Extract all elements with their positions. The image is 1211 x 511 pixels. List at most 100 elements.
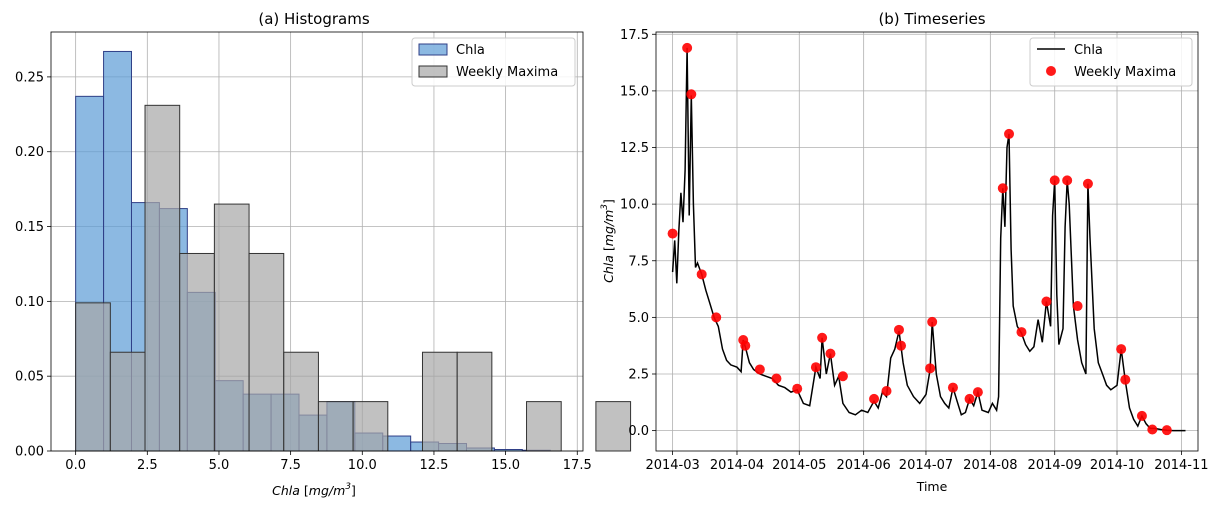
timeseries-x-axis-label: Time <box>916 479 948 494</box>
histogram-x-tick-label: 0.0 <box>65 458 86 473</box>
timeseries-legend-box <box>1029 37 1193 87</box>
timeseries-legend: Chla Weekly Maxima <box>1029 37 1193 87</box>
histogram-bar-weekly-maxima <box>595 401 632 452</box>
histogram-weekly-maxima-bars <box>75 104 632 452</box>
weekly-maxima-point <box>740 340 751 351</box>
histogram-x-ticks: 0.0 2.5 5.0 7.5 10.0 12.5 15.0 17.5 <box>65 451 592 473</box>
legend-weekly-maxima-dot <box>1046 66 1056 76</box>
histogram-panel: (a) Histograms 0.0 2.5 5.0 7.5 10.0 12.5 15.0 1… <box>15 10 632 498</box>
histogram-x-tick-label: 17.5 <box>563 458 592 473</box>
timeseries-title: (b) Timeseries <box>878 10 985 28</box>
weekly-maxima-point <box>837 371 848 382</box>
histogram-bar-weekly-maxima <box>526 401 562 452</box>
histogram-y-tick-label: 0.10 <box>15 295 44 310</box>
histogram-x-tick-label: 12.5 <box>419 458 448 473</box>
histogram-bar-weekly-maxima <box>283 351 319 452</box>
histogram-x-tick-label: 7.5 <box>280 458 301 473</box>
histogram-frame <box>50 31 584 452</box>
histogram-bar-weekly-maxima <box>352 401 389 452</box>
weekly-maxima-point <box>881 385 892 396</box>
histogram-legend: Chla Weekly Maxima <box>411 37 576 87</box>
histogram-bar-weekly-maxima <box>421 351 458 452</box>
weekly-maxima-point <box>1136 410 1147 421</box>
chla-timeseries-line <box>671 47 1186 432</box>
histogram-x-tick-label: 15.0 <box>491 458 520 473</box>
weekly-maxima-point <box>667 228 678 239</box>
legend-weekly-maxima-label: Weekly Maxima <box>456 65 558 80</box>
timeseries-x-ticks: 2014-03 2014-04 2014-05 2014-06 2014-07 2014-… <box>645 451 1209 473</box>
weekly-maxima-point <box>1147 424 1158 435</box>
timeseries-frame <box>655 31 1199 452</box>
timeseries-y-tick-label: 2.5 <box>628 367 649 382</box>
histogram-bar-weekly-maxima <box>213 203 250 452</box>
histogram-bar-weekly-maxima <box>248 252 285 452</box>
weekly-maxima-point <box>1049 175 1060 186</box>
timeseries-x-tick-label: 2014-11 <box>1154 458 1208 473</box>
weekly-maxima-point <box>1004 128 1015 139</box>
timeseries-y-tick-label: 17.5 <box>620 28 649 43</box>
weekly-maxima-point <box>964 393 975 404</box>
weekly-maxima-point <box>682 42 693 53</box>
histogram-y-tick-label: 0.15 <box>15 220 44 235</box>
histogram-y-tick-label: 0.25 <box>15 70 44 85</box>
timeseries-y-tick-label: 0.0 <box>628 424 649 439</box>
histogram-x-axis-label: Chla [mg/m3] <box>272 482 356 498</box>
weekly-maxima-point <box>1120 374 1131 385</box>
weekly-maxima-point <box>686 89 697 100</box>
weekly-maxima-point <box>896 340 907 351</box>
histogram-bar-weekly-maxima <box>456 351 493 452</box>
weekly-maxima-point <box>810 362 821 373</box>
timeseries-x-tick-label: 2014-05 <box>772 458 826 473</box>
legend-weekly-maxima-dot-label: Weekly Maxima <box>1074 65 1176 80</box>
histogram-legend-box <box>411 37 576 87</box>
timeseries-x-tick-label: 2014-09 <box>1028 458 1082 473</box>
timeseries-panel: (b) Timeseries 2014-03 2014-04 2014-05 2014… <box>600 10 1209 494</box>
timeseries-y-tick-label: 5.0 <box>628 311 649 326</box>
legend-weekly-maxima-swatch <box>418 65 448 78</box>
timeseries-x-tick-label: 2014-03 <box>645 458 699 473</box>
weekly-maxima-point <box>817 332 828 343</box>
timeseries-y-tick-label: 10.0 <box>620 198 649 213</box>
histogram-x-tick-label: 2.5 <box>137 458 158 473</box>
histogram-y-tick-label: 0.20 <box>15 145 44 160</box>
weekly-maxima-point <box>792 383 803 394</box>
timeseries-y-tick-label: 15.0 <box>620 84 649 99</box>
timeseries-y-axis-label: Chla [mg/m3] <box>600 199 616 283</box>
legend-chla-line-label: Chla <box>1074 43 1103 58</box>
weekly-maxima-point <box>947 382 958 393</box>
weekly-maxima-point <box>869 393 880 404</box>
weekly-maxima-point <box>927 316 938 327</box>
histogram-y-tick-label: 0.00 <box>15 445 44 460</box>
weekly-maxima-point <box>997 183 1008 194</box>
histogram-y-tick-label: 0.05 <box>15 370 44 385</box>
timeseries-y-ticks: 0.0 2.5 5.0 7.5 10.0 12.5 15.0 17.5 <box>620 28 656 439</box>
weekly-maxima-point <box>711 312 722 323</box>
weekly-maxima-point <box>771 373 782 384</box>
weekly-maxima-point <box>972 387 983 398</box>
weekly-maxima-point <box>1041 296 1052 307</box>
weekly-maxima-point <box>1016 327 1027 338</box>
timeseries-y-tick-label: 12.5 <box>620 141 649 156</box>
timeseries-y-tick-label: 7.5 <box>628 254 649 269</box>
histogram-y-ticks: 0.00 0.05 0.10 0.15 0.20 0.25 <box>15 70 51 460</box>
weekly-maxima-point <box>696 269 707 280</box>
timeseries-x-tick-label: 2014-08 <box>963 458 1017 473</box>
weekly-maxima-point <box>1072 301 1083 312</box>
histogram-bar-weekly-maxima <box>144 104 181 452</box>
weekly-maxima-points <box>667 42 1172 436</box>
histogram-x-tick-label: 5.0 <box>209 458 230 473</box>
weekly-maxima-point <box>1062 175 1073 186</box>
timeseries-x-tick-label: 2014-04 <box>710 458 764 473</box>
histogram-bar-weekly-maxima <box>317 401 354 452</box>
weekly-maxima-point <box>893 324 904 335</box>
timeseries-x-tick-label: 2014-10 <box>1090 458 1144 473</box>
timeseries-grid <box>656 32 1198 451</box>
weekly-maxima-point <box>1082 178 1093 189</box>
weekly-maxima-point <box>1161 425 1172 436</box>
histogram-bar-weekly-maxima <box>75 302 111 452</box>
legend-chla-label: Chla <box>456 43 485 58</box>
weekly-maxima-point <box>754 364 765 375</box>
histogram-title: (a) Histograms <box>258 10 369 28</box>
weekly-maxima-point <box>1116 344 1127 355</box>
